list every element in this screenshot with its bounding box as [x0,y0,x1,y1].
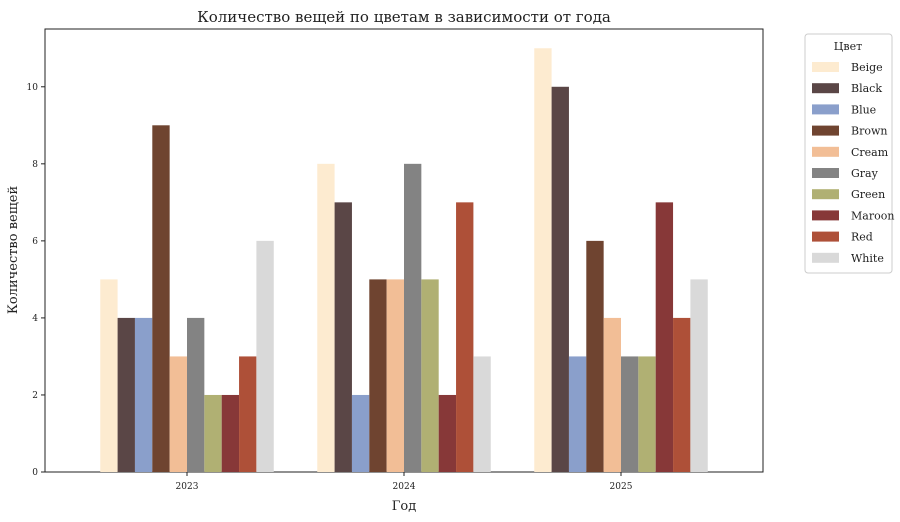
bar-green-2023 [204,394,222,472]
bar-brown-2023 [152,125,170,473]
y-tick-label: 8 [32,160,38,170]
legend-title: Цвет [834,40,862,53]
bar-blue-2025 [568,356,587,472]
x-axis: 2023 2024 2025 [176,472,633,492]
legend-swatch-white [812,252,839,263]
legend-label-beige: Beige [851,61,883,74]
bar-gray-2024 [404,163,422,472]
bar-white-2025 [690,279,708,472]
y-tick-label: 0 [32,468,38,478]
bar-red-2025 [673,317,691,472]
legend-label-gray: Gray [851,167,879,180]
y-axis: 0 2 4 6 8 10 [27,83,45,478]
bar-gray-2025 [621,356,639,472]
bar-maroon-2025 [655,202,674,472]
bar-blue-2024 [351,394,370,472]
x-tick-label: 2024 [393,482,416,492]
legend-swatch-maroon [812,210,839,221]
y-tick-label: 6 [32,237,38,247]
legend-label-maroon: Maroon [851,209,894,222]
legend-label-black: Black [851,82,882,95]
bar-cream-2025 [603,317,621,472]
bar-maroon-2023 [221,394,240,472]
bar-blue-2023 [134,317,153,472]
legend-label-green: Green [851,188,885,201]
chart-title: Количество вещей по цветам в зависимости… [197,8,611,26]
legend-swatch-beige [812,62,839,72]
bar-green-2025 [638,356,656,472]
legend-label-red: Red [851,231,873,244]
bar-beige-2024 [317,163,335,472]
x-axis-label: Год [392,499,416,514]
bar-white-2023 [256,240,274,472]
legend-swatch-blue [812,104,839,115]
bar-maroon-2024 [438,394,457,472]
bar-black-2024 [334,202,352,472]
bar-red-2024 [456,202,474,472]
bar-beige-2023 [100,279,118,472]
bar-black-2023 [117,317,135,472]
y-axis-label: Количество вещей [6,186,21,314]
bar-beige-2025 [534,48,552,472]
legend-swatch-cream [812,146,839,157]
bars-group [100,48,708,473]
legend-label-brown: Brown [851,125,887,138]
legend-label-blue: Blue [851,103,876,116]
legend-label-cream: Cream [851,146,889,159]
x-tick-label: 2023 [176,482,199,492]
legend-swatch-red [812,231,839,242]
legend-swatch-green [812,189,839,200]
x-tick-label: 2025 [610,482,633,492]
bar-red-2023 [239,356,257,472]
y-tick-label: 2 [32,391,38,401]
legend-label-white: White [851,252,884,265]
bar-white-2024 [473,356,491,472]
bar-black-2025 [551,86,569,472]
legend-swatch-brown [812,125,839,136]
legend-swatch-black [812,83,839,94]
bar-cream-2024 [386,279,404,472]
bar-cream-2023 [169,356,187,472]
bar-brown-2025 [586,240,604,472]
bar-green-2024 [421,279,439,472]
legend: Цвет Beige Black Blue Brown Cream Gray Green Ma… [804,33,894,274]
legend-swatch-gray [812,168,839,178]
bar-brown-2024 [369,279,387,472]
bar-gray-2023 [187,317,205,472]
y-tick-label: 4 [32,314,38,324]
y-tick-label: 10 [27,83,39,93]
